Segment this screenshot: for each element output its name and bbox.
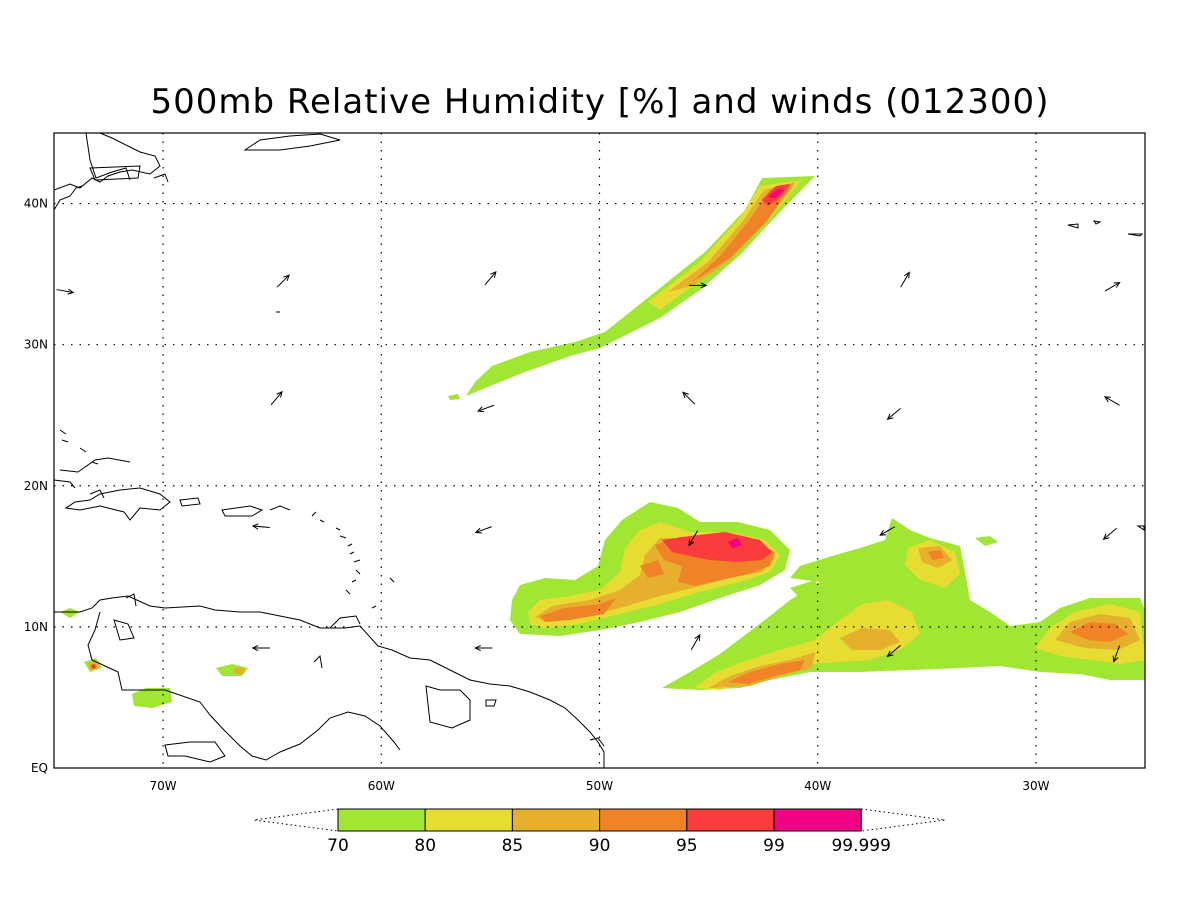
lon-tick-label: 40W (804, 779, 831, 793)
lat-tick-label: 40N (24, 197, 48, 211)
colorbar-bin (599, 808, 688, 832)
lat-tick-label: EQ (31, 761, 48, 775)
humidity-shading (60, 176, 1145, 708)
wind-arrow (1104, 281, 1121, 292)
rh-region-90 (728, 660, 805, 684)
rh-region-90 (1070, 622, 1128, 642)
colorbar-label: 95 (676, 836, 698, 856)
wind-arrow (270, 390, 283, 406)
wind-arrow (886, 645, 901, 658)
rh-region-80 (694, 600, 920, 690)
lat-tick-label: 20N (24, 479, 48, 493)
map-gridlines (54, 133, 1145, 768)
wind-arrow (690, 634, 701, 651)
colorbar-bin (686, 808, 775, 832)
colorbar-low-extension (253, 808, 339, 832)
wind-arrow (474, 526, 493, 534)
colorbar-label: 90 (589, 836, 611, 856)
rh-region-90 (692, 184, 792, 282)
rh-region-90 (540, 598, 616, 622)
map-title: 500mb Relative Humidity [%] and winds (0… (151, 82, 1050, 122)
rh-region-85 (234, 667, 244, 674)
wind-arrow (1102, 527, 1117, 540)
colorbar-label: 80 (414, 836, 436, 856)
wind-arrow (900, 271, 910, 288)
rh-region-70 (448, 394, 460, 400)
lon-tick-label: 30W (1022, 779, 1049, 793)
wind-arrow (474, 644, 493, 652)
rh-region-70 (975, 536, 998, 546)
colorbar-label: 85 (502, 836, 524, 856)
colorbar-label: 70 (327, 836, 349, 856)
wind-arrow (276, 274, 290, 288)
wind-arrow (688, 530, 699, 547)
rh-region-70 (662, 518, 1145, 690)
wind-arrow (251, 644, 270, 652)
colorbar-label: 99 (763, 836, 785, 856)
colorbar-bin (337, 808, 426, 832)
rh-region-85 (840, 628, 900, 650)
wind-arrow (476, 404, 495, 413)
lon-tick-label: 70W (150, 779, 177, 793)
colorbar-bin (511, 808, 601, 832)
lat-tick-label: 10N (24, 620, 48, 634)
rh-region-70 (466, 176, 815, 396)
wind-arrow (1112, 645, 1121, 663)
wind-arrow (689, 282, 708, 289)
wind-arrow (56, 288, 75, 295)
map-frame (53, 132, 1146, 769)
rh-region-95 (91, 664, 96, 669)
rh-region-99 (768, 189, 784, 198)
coastlines (54, 133, 1145, 768)
colorbar-label: 99.999 (831, 836, 890, 856)
lat-tick-label: 30N (24, 338, 48, 352)
colorbar: 70 80 85 90 95 99 99.999 (253, 808, 946, 856)
wind-arrow (886, 407, 901, 421)
wind-vectors (56, 270, 1121, 663)
rh-region-90 (640, 560, 664, 578)
wind-arrow (1103, 396, 1120, 406)
lon-tick-label: 60W (368, 779, 395, 793)
wind-arrow (251, 523, 270, 530)
colorbar-bin (424, 808, 513, 832)
wind-arrow (484, 270, 497, 286)
wind-arrow (879, 526, 896, 536)
axis-ticks: EQ 10N 20N 30N 40N 70W 60W 50W 40W 30W (24, 197, 1050, 793)
rh-region-70 (790, 580, 820, 598)
rh-region-90 (928, 550, 944, 560)
rh-region-99 (728, 538, 742, 548)
wind-arrow (682, 391, 696, 405)
rh-region-70 (60, 608, 80, 618)
lon-tick-label: 50W (586, 779, 613, 793)
rh-region-70 (132, 688, 172, 708)
colorbar-high-extension (860, 808, 946, 832)
colorbar-bin (773, 808, 862, 832)
